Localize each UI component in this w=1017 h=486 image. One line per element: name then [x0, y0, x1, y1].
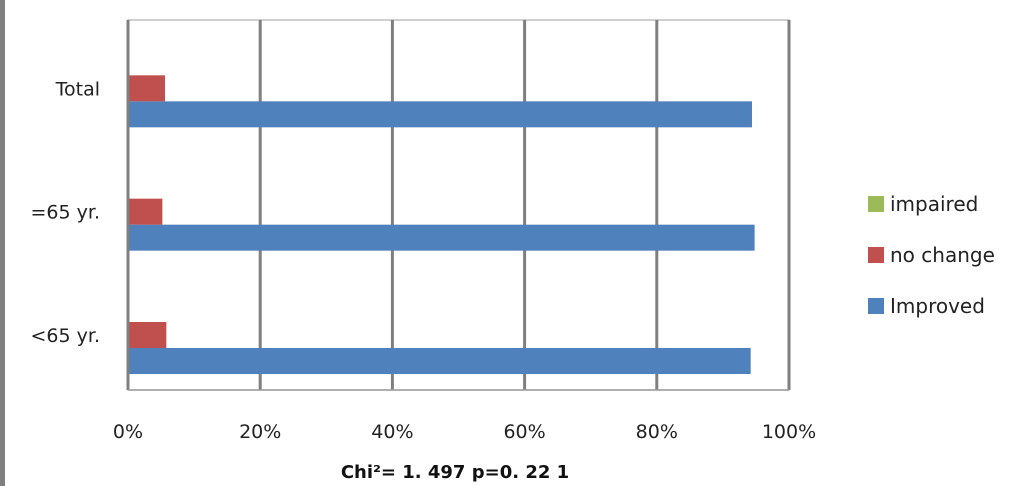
category-label: =65 yr. [31, 202, 101, 224]
legend-swatch [868, 247, 884, 263]
category-label: Total [55, 78, 100, 100]
legend: impaired no change Improved [868, 192, 995, 318]
x-tick-label: 60% [503, 421, 545, 443]
x-tick-label: 0% [113, 421, 143, 443]
bar-improved [129, 101, 752, 128]
bar-improved [129, 224, 755, 251]
legend-label: no change [890, 243, 995, 267]
category-label: <65 yr. [31, 325, 101, 347]
bars [129, 75, 755, 374]
bar-no-change [129, 75, 166, 102]
bar-no-change [129, 322, 167, 348]
axes [126, 20, 789, 391]
bar-no-change [129, 198, 163, 225]
legend-swatch [868, 196, 884, 212]
legend-swatch [868, 298, 884, 314]
legend-label: impaired [890, 192, 978, 216]
x-tick-label: 20% [239, 421, 281, 443]
x-tick-label: 100% [762, 421, 816, 443]
x-tick-label: 80% [636, 421, 678, 443]
plot-area-border [127, 19, 790, 391]
legend-label: Improved [890, 294, 985, 318]
category-labels: Total =65 yr. <65 yr. [31, 78, 101, 347]
left-border [0, 0, 5, 486]
statistics-footnote: Chi²= 1. 497 p=0. 22 1 [341, 462, 569, 483]
x-tick-label: 40% [371, 421, 413, 443]
x-tick-labels: 0% 20% 40% 60% 80% 100% [113, 421, 816, 443]
grid [127, 19, 791, 391]
bar-improved [129, 348, 751, 374]
